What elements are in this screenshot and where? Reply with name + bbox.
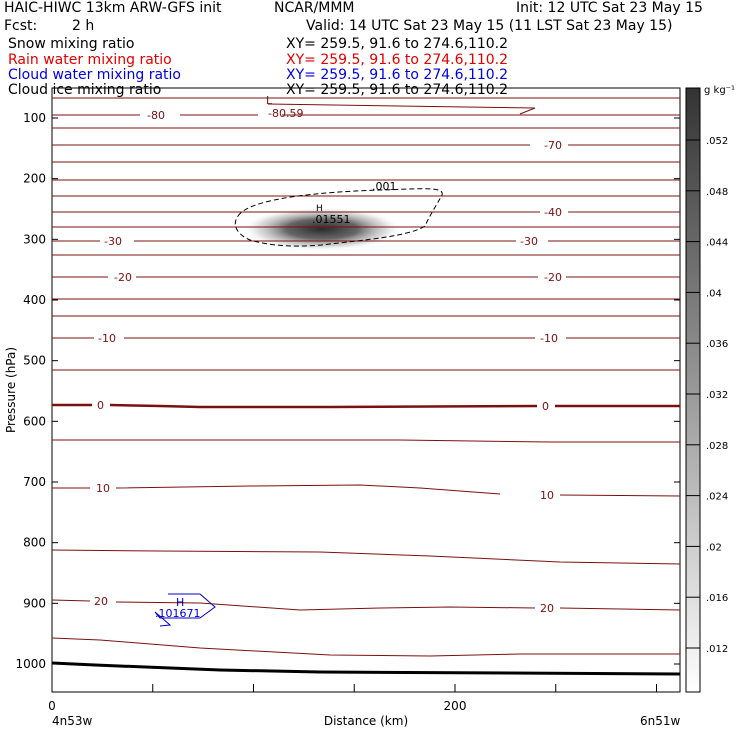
contour-label: -10: [540, 332, 558, 345]
contour-label: -70: [544, 139, 562, 152]
cloud-water-high-marker: H: [176, 596, 184, 609]
field-name-rain: Rain water mixing ratio: [8, 52, 172, 68]
x-right-location: 6n51w: [640, 714, 681, 728]
ice-contour-label: .001: [372, 180, 397, 193]
y-tick-label: 600: [23, 414, 46, 428]
field-name-cloud-water: Cloud water mixing ratio: [8, 67, 181, 83]
y-tick-label: 400: [23, 293, 46, 307]
field-name-cloud-ice: Cloud ice mixing ratio: [8, 82, 162, 98]
y-tick-label: 200: [23, 172, 46, 186]
high-value: .01551: [312, 213, 351, 226]
y-tick-label: 500: [23, 354, 46, 368]
x-tick-label: 200: [444, 699, 467, 713]
contour-label: -20: [114, 271, 132, 284]
x-axis: 0 200: [48, 684, 657, 713]
contour-label: 0: [542, 400, 549, 413]
temp-contour: [52, 439, 680, 443]
field-xy-snow: XY= 259.5, 91.6 to 274.6,110.2: [286, 36, 509, 52]
terrain-line: [51, 661, 681, 676]
field-name-snow: Snow mixing ratio: [8, 36, 135, 52]
colorbar-tick-label: .052: [706, 136, 728, 147]
colorbar: [685, 87, 701, 693]
y-tick-label: 300: [23, 232, 46, 246]
colorbar-ticks: .052 .048 .044 .04 .036 .032 .028 .024 .02 .016 .0…: [686, 136, 728, 655]
contour-label: 10: [540, 489, 554, 502]
field-xy-rain: XY= 259.5, 91.6 to 274.6,110.2: [286, 52, 509, 68]
source-label: NCAR/MMM: [274, 0, 355, 16]
colorbar-tick-label: .02: [706, 542, 722, 553]
x-axis-title: Distance (km): [324, 714, 408, 728]
contour-label: -10: [98, 332, 116, 345]
fcst-value: 2 h: [72, 18, 95, 34]
y-axis-title: Pressure (hPa): [4, 347, 18, 433]
high-marker: H: [316, 204, 323, 214]
chart-title: HAIC-HIWC 13km ARW-GFS init: [4, 0, 222, 16]
field-xy-cloud-water: XY= 259.5, 91.6 to 274.6,110.2: [286, 67, 509, 83]
colorbar-tick-label: .032: [706, 390, 728, 401]
cloud-ice-contour: [234, 188, 443, 247]
temp-contour: [52, 403, 680, 409]
y-tick-label: 800: [23, 536, 46, 550]
contour-label: 10: [96, 482, 110, 495]
contour-label: -30: [520, 235, 538, 248]
colorbar-tick-label: .048: [706, 187, 728, 198]
plot-frame: [51, 87, 681, 693]
x-left-location: 4n53w: [52, 714, 93, 728]
contour-label: 20: [94, 595, 108, 608]
colorbar-tick-label: .028: [706, 441, 728, 452]
colorbar-tick-label: .012: [706, 644, 728, 655]
temperature-contours: [51, 97, 681, 657]
cloud-water-high-value: .101671: [155, 607, 201, 620]
temp-contour: [52, 484, 681, 497]
fcst-label: Fcst:: [4, 18, 38, 34]
field-xy-cloud-ice: XY= 259.5, 91.6 to 274.6,110.2: [286, 82, 509, 98]
y-tick-label: 1000: [15, 657, 46, 671]
colorbar-tick-label: .04: [706, 288, 722, 299]
contour-label: 0: [97, 399, 104, 412]
contour-label: -80: [147, 109, 165, 122]
init-time: Init: 12 UTC Sat 23 May 15: [516, 0, 703, 16]
contour-label: 20: [540, 602, 554, 615]
colorbar-tick-label: .024: [706, 492, 728, 503]
x-tick-label: 0: [48, 699, 56, 713]
valid-time: Valid: 14 UTC Sat 23 May 15 (11 LST Sat …: [306, 18, 673, 34]
y-tick-label: 100: [23, 111, 46, 125]
temp-contour: [51, 637, 680, 657]
contour-label: -20: [544, 271, 562, 284]
contour-label: -40: [544, 206, 562, 219]
contour-label: -30: [104, 235, 122, 248]
colorbar-tick-label: .044: [706, 238, 728, 249]
y-tick-label: 700: [23, 475, 46, 489]
temp-contour: [51, 599, 681, 611]
colorbar-unit: g kg⁻¹: [704, 85, 735, 96]
low-marker: L: [266, 94, 273, 107]
colorbar-tick-label: .016: [706, 593, 728, 604]
temp-contour: [51, 549, 681, 565]
low-value: -80.59: [268, 107, 303, 120]
colorbar-tick-label: .036: [706, 339, 728, 350]
contour-labels: -80 -70 -40 -30 -30 -20 -20 -10 -10 0 0 …: [94, 109, 562, 615]
cloud-water-contour: [154, 593, 216, 627]
temp-contour: [267, 103, 536, 115]
y-tick-label: 900: [23, 596, 46, 610]
